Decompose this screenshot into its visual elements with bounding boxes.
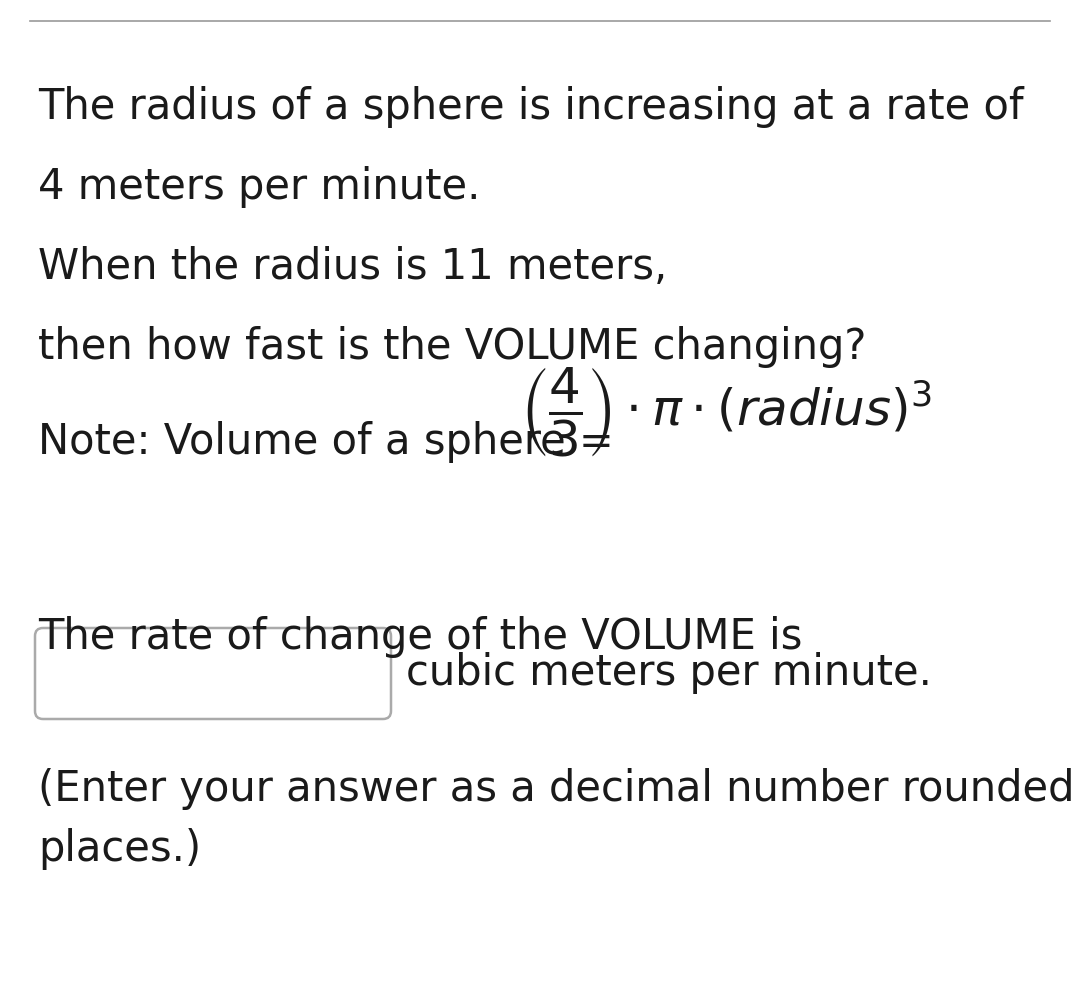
Text: Note: Volume of a sphere =: Note: Volume of a sphere = [38,421,627,463]
Text: $\left(\dfrac{4}{3}\right) \cdot \pi \cdot \left(\mathit{radius}\right)^3$: $\left(\dfrac{4}{3}\right) \cdot \pi \cd… [519,365,932,458]
FancyBboxPatch shape [35,628,391,719]
Text: then how fast is the VOLUME changing?: then how fast is the VOLUME changing? [38,326,866,368]
Text: (Enter your answer as a decimal number rounded to 2: (Enter your answer as a decimal number r… [38,768,1080,810]
Text: places.): places.) [38,828,201,870]
Text: 4 meters per minute.: 4 meters per minute. [38,166,481,208]
Text: The rate of change of the VOLUME is: The rate of change of the VOLUME is [38,616,802,658]
Text: cubic meters per minute.: cubic meters per minute. [406,653,932,694]
Text: The radius of a sphere is increasing at a rate of: The radius of a sphere is increasing at … [38,86,1024,128]
Text: When the radius is 11 meters,: When the radius is 11 meters, [38,246,667,288]
